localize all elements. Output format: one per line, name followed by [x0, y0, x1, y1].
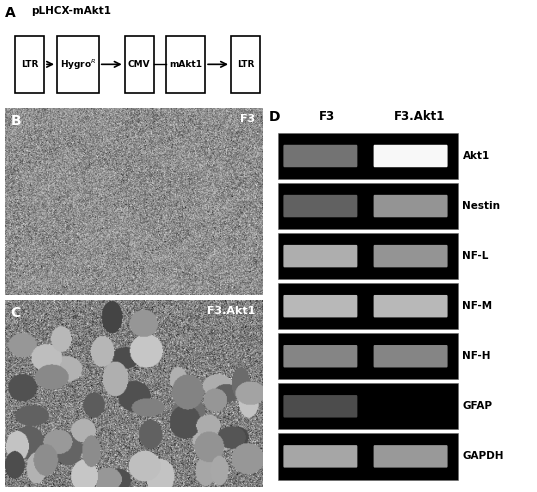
FancyBboxPatch shape — [284, 195, 357, 217]
Bar — [231, 36, 260, 92]
Bar — [278, 283, 458, 329]
Text: CMV: CMV — [128, 60, 150, 69]
Bar — [278, 233, 458, 279]
FancyBboxPatch shape — [284, 145, 357, 167]
FancyBboxPatch shape — [284, 245, 357, 267]
Text: F3: F3 — [319, 110, 335, 123]
Text: Nestin: Nestin — [462, 201, 500, 211]
Bar — [125, 36, 154, 92]
Text: F3.Akt1: F3.Akt1 — [207, 306, 256, 316]
Text: F3: F3 — [240, 114, 256, 124]
Bar — [278, 133, 458, 179]
Bar — [278, 433, 458, 480]
Text: LTR: LTR — [237, 60, 254, 69]
Bar — [278, 333, 458, 379]
FancyBboxPatch shape — [374, 245, 447, 267]
Text: GFAP: GFAP — [462, 401, 492, 411]
FancyBboxPatch shape — [284, 295, 357, 317]
Text: F3.Akt1: F3.Akt1 — [394, 110, 445, 123]
FancyBboxPatch shape — [374, 295, 447, 317]
Text: Hygro$^R$: Hygro$^R$ — [60, 57, 96, 71]
FancyBboxPatch shape — [374, 145, 447, 167]
Text: NF-H: NF-H — [462, 351, 491, 361]
Text: GAPDH: GAPDH — [462, 451, 504, 461]
FancyBboxPatch shape — [374, 345, 447, 368]
Text: NF-L: NF-L — [462, 251, 489, 261]
Bar — [57, 36, 99, 92]
Text: pLHCX-mAkt1: pLHCX-mAkt1 — [31, 6, 111, 16]
Text: D: D — [268, 110, 280, 124]
FancyBboxPatch shape — [284, 445, 357, 467]
FancyBboxPatch shape — [284, 345, 357, 368]
Text: C: C — [11, 306, 21, 320]
Text: LTR: LTR — [21, 60, 38, 69]
FancyBboxPatch shape — [284, 395, 357, 418]
FancyBboxPatch shape — [374, 195, 447, 217]
Text: Akt1: Akt1 — [462, 151, 490, 161]
Bar — [166, 36, 205, 92]
Bar — [278, 383, 458, 430]
Text: A: A — [5, 6, 16, 20]
Text: B: B — [11, 114, 21, 128]
Text: NF-M: NF-M — [462, 301, 492, 311]
Bar — [278, 183, 458, 229]
FancyBboxPatch shape — [374, 445, 447, 467]
Bar — [15, 36, 44, 92]
Text: mAkt1: mAkt1 — [169, 60, 202, 69]
